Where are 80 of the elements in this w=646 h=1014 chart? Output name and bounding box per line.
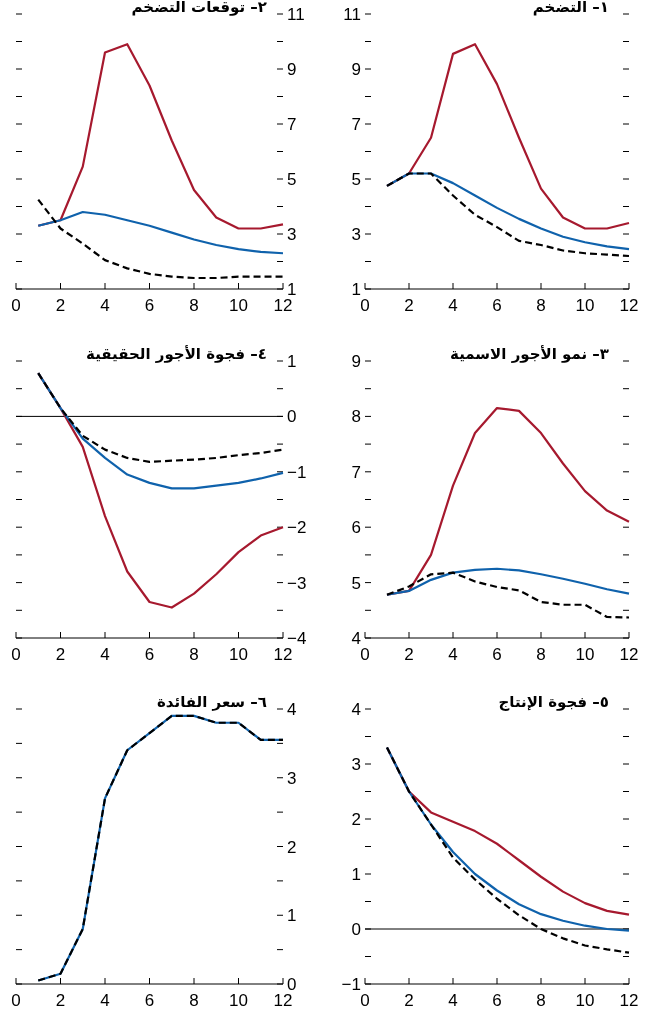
y-tick-label: 6 [351,518,361,538]
y-tick-label: 1 [287,280,297,299]
y-tick-label: 1 [351,280,361,299]
x-tick-label: 8 [536,991,546,1010]
x-tick-label: 6 [492,645,502,664]
y-tick-label: 4 [351,700,361,719]
y-tick-label: 7 [287,115,297,134]
y-tick-label: 3 [351,755,361,774]
x-tick-label: 4 [448,645,458,664]
x-tick-label: 6 [492,991,502,1010]
x-tick-label: 12 [619,645,639,664]
y-tick-label: 1 [351,865,361,884]
x-tick-label: 2 [404,296,414,315]
x-tick-label: 10 [229,991,248,1010]
x-tick-label: 8 [536,645,546,664]
y-tick-label: −1 [287,462,307,482]
y-tick-label: 3 [351,225,361,244]
y-tick-label: 1 [287,352,297,371]
y-tick-label: 4 [351,629,361,648]
x-tick-label: 6 [492,296,502,315]
y-tick-label: 7 [351,115,361,134]
y-tick-label: 3 [287,768,297,788]
x-tick-label: 6 [144,991,155,1010]
y-tick-label: 9 [351,60,361,79]
x-tick-label: 8 [189,296,199,315]
y-tick-label: −4 [287,629,307,648]
y-tick-label: 9 [287,60,297,79]
y-tick-label: 0 [351,920,361,939]
x-tick-label: 0 [11,991,21,1010]
x-tick-label: 4 [100,296,110,315]
x-tick-label: 4 [100,645,110,664]
y-tick-label: −3 [287,573,307,593]
x-tick-label: 12 [619,296,639,315]
y-tick-label: 0 [287,407,297,427]
y-tick-label: 5 [351,170,361,189]
chart-title: ٤– فجوة الأجور الحقيقية [86,345,267,363]
y-tick-label: 9 [351,352,361,371]
y-tick-label: 4 [287,700,297,719]
y-tick-label: −1 [341,975,361,994]
y-tick-label: 11 [343,5,361,24]
x-tick-label: 10 [229,296,248,315]
x-tick-label: 2 [404,645,414,664]
y-tick-label: 0 [287,975,297,994]
x-tick-label: 2 [55,991,66,1010]
y-tick-label: 2 [287,837,297,857]
y-tick-label: 8 [351,407,361,427]
x-tick-label: 12 [273,296,293,315]
y-tick-label: −2 [287,518,307,538]
x-tick-label: 2 [404,991,414,1010]
x-tick-label: 4 [448,991,458,1010]
x-tick-label: 12 [273,645,293,664]
chart-title: ٢– توقعات التضخم [131,0,267,16]
x-tick-label: 10 [575,991,595,1010]
chart-title: ١– التضخم [532,0,609,16]
y-tick-label: 5 [351,573,361,593]
x-tick-label: 8 [189,991,199,1010]
y-tick-label: 2 [351,810,361,829]
x-tick-label: 0 [11,296,21,315]
y-tick-label: 11 [287,5,305,24]
y-tick-label: 3 [287,225,297,244]
x-tick-label: 8 [536,296,546,315]
y-tick-label: 7 [351,462,361,482]
x-tick-label: 6 [144,296,155,315]
x-tick-label: 10 [575,645,595,664]
x-tick-label: 0 [11,645,21,664]
x-tick-label: 2 [55,645,66,664]
chart-title: ٣– نمو الأجور الاسمية [450,345,609,363]
x-tick-label: 6 [144,645,155,664]
x-tick-label: 12 [273,991,293,1010]
x-tick-label: 2 [55,296,66,315]
y-tick-label: 5 [287,170,297,189]
x-tick-label: 4 [100,991,110,1010]
x-tick-label: 12 [619,991,639,1010]
x-tick-label: 10 [229,645,248,664]
x-tick-label: 4 [448,296,458,315]
x-tick-label: 10 [575,296,595,315]
y-tick-label: 1 [287,906,297,926]
x-tick-label: 8 [189,645,199,664]
chart-title: ٦– سعر الفائدة [156,693,267,711]
chart-title: ٥– فجوة الإنتاج [498,693,609,711]
